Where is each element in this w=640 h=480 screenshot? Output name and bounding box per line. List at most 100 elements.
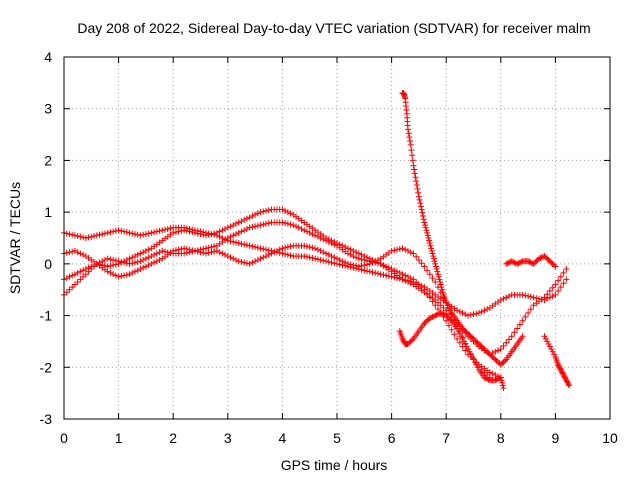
- data-point: [546, 294, 553, 301]
- data-point: [183, 227, 190, 234]
- data-point: [364, 254, 371, 261]
- data-point: [552, 281, 559, 288]
- data-point: [555, 361, 562, 368]
- data-point: [364, 267, 371, 274]
- data-point: [241, 259, 248, 266]
- data-point: [480, 344, 487, 351]
- data-point: [437, 278, 444, 285]
- chart-title: Day 208 of 2022, Sidereal Day-to-day VTE…: [77, 20, 590, 36]
- data-point: [202, 232, 209, 239]
- data-point: [347, 246, 354, 253]
- data-point: [500, 384, 507, 391]
- data-point: [211, 230, 218, 237]
- data-point: [545, 341, 552, 348]
- data-point: [287, 243, 294, 250]
- data-point: [501, 357, 508, 364]
- data-point: [516, 321, 523, 328]
- data-point: [431, 258, 438, 265]
- data-point: [488, 352, 495, 359]
- data-point: [407, 138, 414, 145]
- x-tick-label: 6: [388, 430, 396, 446]
- data-point: [66, 273, 73, 280]
- data-point: [495, 359, 502, 366]
- data-point: [421, 320, 428, 327]
- data-point: [77, 233, 84, 240]
- data-point: [469, 334, 476, 341]
- data-point: [470, 356, 477, 363]
- data-point: [243, 215, 250, 222]
- data-point: [137, 232, 144, 239]
- data-point: [497, 297, 504, 304]
- data-point: [107, 269, 114, 276]
- data-point: [525, 309, 532, 316]
- data-point: [344, 250, 351, 257]
- data-point: [489, 353, 496, 360]
- data-point: [541, 294, 548, 301]
- data-point: [541, 253, 548, 260]
- data-point: [162, 248, 169, 255]
- data-point: [422, 319, 429, 326]
- data-point: [205, 249, 212, 256]
- data-point: [383, 272, 390, 279]
- data-point: [451, 331, 458, 338]
- data-point: [279, 250, 286, 257]
- series-track-5: [399, 90, 526, 368]
- data-point: [235, 219, 242, 226]
- data-point: [477, 342, 484, 349]
- data-point: [402, 277, 409, 284]
- data-point: [213, 247, 220, 254]
- data-point: [271, 249, 278, 256]
- data-point: [493, 376, 500, 383]
- data-point: [415, 189, 422, 196]
- data-point: [369, 259, 376, 266]
- data-point: [71, 247, 78, 254]
- data-point: [254, 222, 261, 229]
- data-point: [194, 248, 201, 255]
- series-track-8: [541, 333, 573, 389]
- data-point: [500, 359, 507, 366]
- data-point: [482, 375, 489, 382]
- data-point: [495, 375, 502, 382]
- data-point: [552, 263, 559, 270]
- data-point: [500, 295, 507, 302]
- y-tick-label: 3: [44, 101, 52, 117]
- data-point: [400, 337, 407, 344]
- data-point: [170, 247, 177, 254]
- data-point: [99, 231, 106, 238]
- data-point: [276, 246, 283, 253]
- data-point: [428, 314, 435, 321]
- data-point: [336, 241, 343, 248]
- data-point: [417, 200, 424, 207]
- data-point: [413, 178, 420, 185]
- data-point: [303, 228, 310, 235]
- data-point: [372, 258, 379, 265]
- data-point: [404, 126, 411, 133]
- data-point: [74, 269, 81, 276]
- data-point: [260, 245, 267, 252]
- data-point: [410, 250, 417, 257]
- data-point: [137, 250, 144, 257]
- data-point: [249, 224, 256, 231]
- data-point: [551, 262, 558, 269]
- data-point: [151, 259, 158, 266]
- data-point: [282, 220, 289, 227]
- data-point: [230, 222, 237, 229]
- data-point: [438, 284, 445, 291]
- data-point: [503, 260, 510, 267]
- data-point: [414, 185, 421, 192]
- data-point: [82, 235, 89, 241]
- data-point: [423, 227, 430, 234]
- data-point: [527, 293, 534, 300]
- x-tick-label: 3: [224, 430, 232, 446]
- data-point: [505, 293, 512, 300]
- data-point: [456, 339, 463, 346]
- series-track-2: [61, 219, 570, 358]
- data-point: [399, 271, 406, 278]
- data-point: [121, 272, 128, 279]
- data-point: [424, 229, 431, 236]
- data-point: [202, 250, 209, 257]
- data-point: [519, 291, 526, 298]
- data-point: [235, 229, 242, 236]
- data-point: [465, 346, 472, 353]
- data-point: [396, 269, 403, 276]
